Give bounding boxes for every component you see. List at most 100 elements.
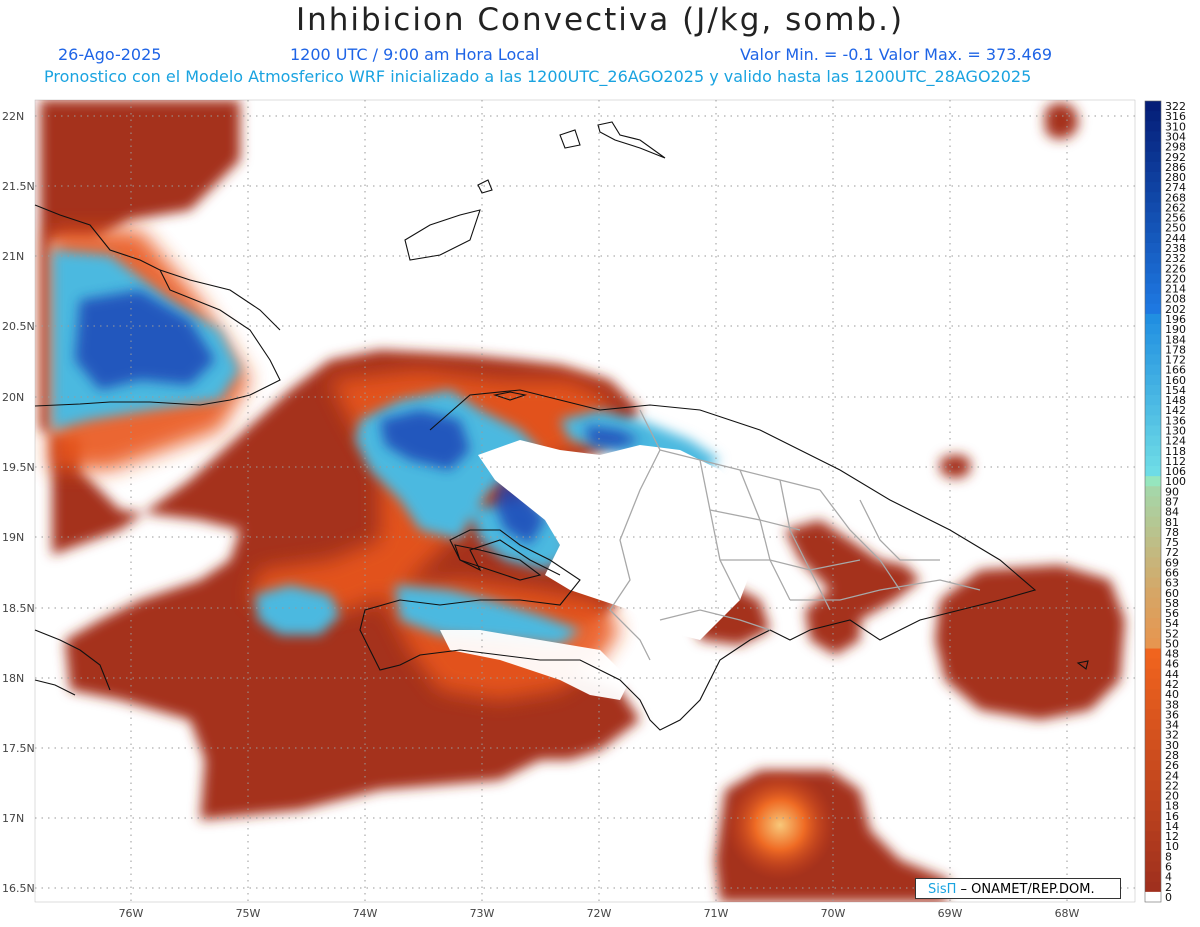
colorbar-swatch [1145,171,1161,183]
bahamas-small-2 [559,129,581,149]
colorbar-label: 286 [1165,161,1186,174]
colorbar-label: 256 [1165,212,1186,225]
colorbar-label: 44 [1165,668,1179,681]
colorbar-label: 90 [1165,485,1179,498]
lat-label: 20.5N [2,320,35,333]
colorbar-swatch [1145,435,1161,447]
colorbar-label: 238 [1165,242,1186,255]
colorbar-swatch [1145,415,1161,426]
colorbar-swatch [1145,851,1161,862]
colorbar-swatch [1145,709,1161,720]
lat-label: 18.5N [2,602,35,615]
colorbar-label: 50 [1165,637,1179,650]
colorbar-label: 78 [1165,526,1179,539]
colorbar-swatch [1145,790,1161,802]
colorbar-label: 190 [1165,323,1186,336]
colorbar-swatch [1145,364,1161,376]
hispaniola-coast [359,389,1037,731]
colorbar-label: 36 [1165,708,1179,721]
colorbar-swatch [1145,638,1161,649]
jamaica-east [34,679,76,696]
colorbar-label: 38 [1165,698,1179,711]
colorbar-label: 178 [1165,343,1186,356]
cuba-coast [34,204,281,407]
colorbar-swatch [1145,516,1161,528]
colorbar-swatch [1145,557,1161,568]
cin-max-core [75,290,640,545]
colorbar-label: 322 [1165,100,1186,113]
lat-label: 17N [2,812,24,825]
colorbar-swatch [1145,526,1161,538]
colorbar-label: 14 [1165,820,1179,833]
colorbar-label: 196 [1165,313,1186,326]
colorbar-label: 75 [1165,536,1179,549]
colorbar-swatch [1145,618,1161,629]
lon-label: 68W [1055,907,1080,920]
colorbar-label: 60 [1165,587,1179,600]
colorbar-swatch [1145,506,1161,518]
latitude-labels: 22N 21.5N 21N 20.5N 20N 19.5N 19N 18.5N … [2,110,35,895]
colorbar-label: 184 [1165,333,1186,346]
colorbar-label: 58 [1165,597,1179,610]
colorbar-swatch [1145,141,1161,153]
colorbar-swatch [1145,466,1161,477]
colorbar-swatch [1145,658,1161,670]
lat-label: 20N [2,391,24,404]
colorbar-swatch [1145,668,1161,680]
lon-label: 70W [821,907,846,920]
colorbar-swatch [1145,384,1161,396]
colorbar-label: 316 [1165,110,1186,123]
colorbar-swatch [1145,678,1161,690]
bahamas-small-1 [477,179,493,194]
lon-label: 71W [704,907,729,920]
lat-label: 19N [2,531,24,544]
colorbar-swatch [1145,445,1161,457]
colorbar-swatch [1145,820,1161,832]
colorbar-label: 262 [1165,201,1186,214]
colorbar-label: 244 [1165,232,1186,245]
colorbar-swatch [1145,405,1161,416]
forecast-date: 26-Ago-2025 [58,45,162,64]
lat-label: 16.5N [2,882,35,895]
colorbar-swatch [1145,699,1161,710]
colorbar-swatch [1145,111,1161,122]
colorbar-label: 100 [1165,475,1186,488]
colorbar-label: 214 [1165,283,1186,296]
colorbar-label: 160 [1165,374,1186,387]
colorbar-label: 69 [1165,556,1179,569]
colorbar-swatch [1145,192,1161,203]
colorbar-swatch [1145,780,1161,791]
colorbar-swatch [1145,729,1161,741]
province-borders [609,409,981,661]
colorbar-swatch [1145,354,1161,366]
colorbar-label: 220 [1165,272,1186,285]
tortuga-island [492,391,528,401]
colorbar-label: 304 [1165,130,1186,143]
colorbar-label: 136 [1165,414,1186,427]
lat-label: 21.5N [2,180,35,193]
colorbar-label: 48 [1165,648,1179,661]
colorbar-label: 54 [1165,617,1179,630]
colorbar-label: 10 [1165,840,1179,853]
colorbar-swatch [1145,536,1161,548]
colorbar-label: 250 [1165,222,1186,235]
colorbar-swatch [1145,831,1161,842]
colorbar-swatch [1145,689,1161,700]
credit-box: SisΠ – ONAMET/REP.DOM. [915,878,1121,899]
colorbar-swatch [1145,810,1161,822]
colorbar-swatch [1145,334,1161,345]
lon-label: 72W [587,907,612,920]
colorbar-swatch [1145,770,1161,781]
colorbar-label: 46 [1165,658,1179,671]
colorbar-swatch [1145,222,1161,234]
colorbar-swatch [1145,881,1161,893]
colorbar-swatch [1145,313,1161,325]
colorbar-label: 52 [1165,627,1179,640]
colorbar-label: 26 [1165,759,1179,772]
colorbar-swatch [1145,760,1161,771]
colorbar-label: 12 [1165,830,1179,843]
colorbar-swatch [1145,232,1161,244]
colorbar-swatch [1145,648,1161,660]
colorbar-label: 56 [1165,607,1179,620]
